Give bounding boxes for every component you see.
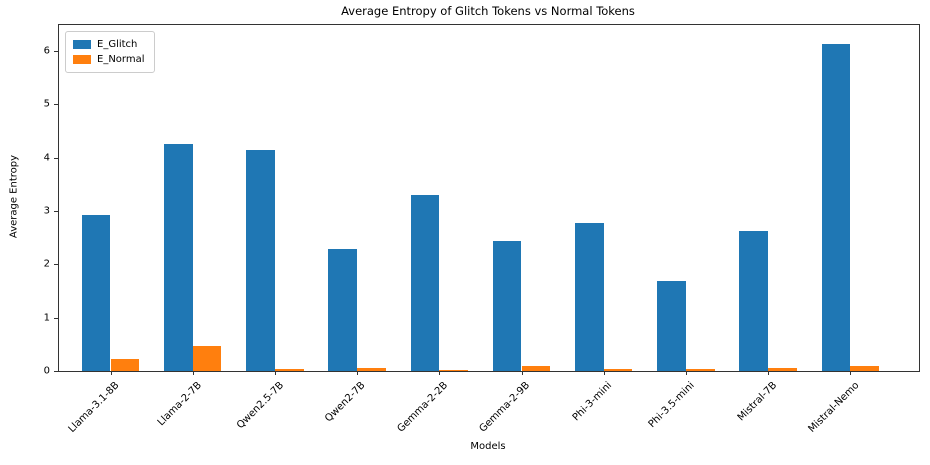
bar-e-normal-mistral-nemo xyxy=(850,365,880,371)
x-tick-mark xyxy=(685,371,687,375)
legend-item-e-glitch: E_Glitch xyxy=(73,37,145,52)
bar-e-glitch-llama-3-1-8b xyxy=(81,214,111,371)
bar-e-normal-gemma-2-9b xyxy=(521,365,551,371)
x-tick-label-mistral-nemo: Mistral-Nemo xyxy=(806,380,862,435)
x-tick-mark xyxy=(521,371,523,375)
y-tick-mark xyxy=(54,157,59,159)
x-tick-label-llama-2-7b: Llama-2-7B xyxy=(155,380,204,429)
x-tick-label-phi-3-5-mini: Phi-3.5-mini xyxy=(646,380,697,431)
y-tick-mark xyxy=(54,264,59,266)
legend-swatch-e-normal xyxy=(73,55,91,64)
legend-label-e-normal: E_Normal xyxy=(97,54,145,65)
legend: E_Glitch E_Normal xyxy=(65,31,155,73)
bar-e-normal-qwen2-7b xyxy=(357,368,386,371)
y-tick-label-3: 3 xyxy=(43,205,50,217)
legend-swatch-e-glitch xyxy=(73,40,91,49)
x-tick-mark xyxy=(439,371,441,375)
y-tick-mark xyxy=(54,211,59,213)
y-tick-mark xyxy=(54,371,59,372)
y-tick-label-5: 5 xyxy=(43,98,50,110)
bar-e-normal-qwen2-5-7b xyxy=(274,368,304,371)
chart-title: Average Entropy of Glitch Tokens vs Norm… xyxy=(341,4,635,18)
x-tick-label-qwen2-7b: Qwen2-7B xyxy=(323,380,368,425)
x-tick-mark xyxy=(192,371,194,375)
y-tick-label-1: 1 xyxy=(43,312,50,324)
bar-e-normal-phi-3-mini xyxy=(603,369,633,371)
bar-e-normal-llama-2-7b xyxy=(192,346,222,371)
y-tick-label-2: 2 xyxy=(43,258,50,270)
bar-e-normal-mistral-7b xyxy=(768,367,797,371)
bar-e-normal-gemma-2-2b xyxy=(439,369,469,371)
x-tick-label-phi-3-mini: Phi-3-mini xyxy=(571,380,615,424)
x-tick-mark xyxy=(768,371,770,375)
x-tick-mark xyxy=(603,371,605,375)
plot-area: 0 1 2 3 4 5 6 Llama-3.1-8B Llama-2-7B Qwen2.5-7B… xyxy=(44,24,920,435)
bar-e-glitch-mistral-nemo xyxy=(821,44,851,371)
bar-e-glitch-gemma-2-2b xyxy=(410,195,440,371)
x-tick-label-gemma-2-9b: Gemma-2-9B xyxy=(477,380,533,435)
x-tick-mark xyxy=(110,371,112,375)
x-axis-label: Models xyxy=(470,441,506,452)
x-tick-label-llama-3-1-8b: Llama-3.1-8B xyxy=(66,380,122,435)
x-tick-mark xyxy=(274,371,276,375)
x-tick-mark xyxy=(850,371,852,375)
y-tick-label-0: 0 xyxy=(43,365,50,377)
x-tick-label-qwen2-5-7b: Qwen2.5-7B xyxy=(234,380,286,432)
y-tick-mark xyxy=(54,104,59,106)
bar-e-glitch-qwen2-5-7b xyxy=(246,149,275,371)
bar-e-normal-phi-3-5-mini xyxy=(685,369,715,371)
x-tick-mark xyxy=(357,371,359,375)
y-tick-mark xyxy=(54,317,59,319)
bar-e-glitch-gemma-2-9b xyxy=(492,240,522,371)
bar-e-glitch-phi-3-5-mini xyxy=(657,280,686,371)
legend-item-e-normal: E_Normal xyxy=(73,52,145,67)
legend-label-e-glitch: E_Glitch xyxy=(97,39,138,50)
x-tick-label-gemma-2-2b: Gemma-2-2B xyxy=(395,380,451,435)
bar-e-glitch-mistral-7b xyxy=(739,230,769,371)
y-tick-label-6: 6 xyxy=(43,45,50,57)
y-tick-label-4: 4 xyxy=(43,152,50,164)
bar-e-normal-llama-3-1-8b xyxy=(110,359,140,371)
y-axis-label: Average Entropy xyxy=(8,154,20,239)
x-tick-label-mistral-7b: Mistral-7B xyxy=(735,380,779,424)
bar-e-glitch-llama-2-7b xyxy=(163,143,193,371)
y-tick-mark xyxy=(54,51,59,53)
bar-e-glitch-phi-3-mini xyxy=(574,222,604,371)
bar-e-glitch-qwen2-7b xyxy=(328,249,358,371)
